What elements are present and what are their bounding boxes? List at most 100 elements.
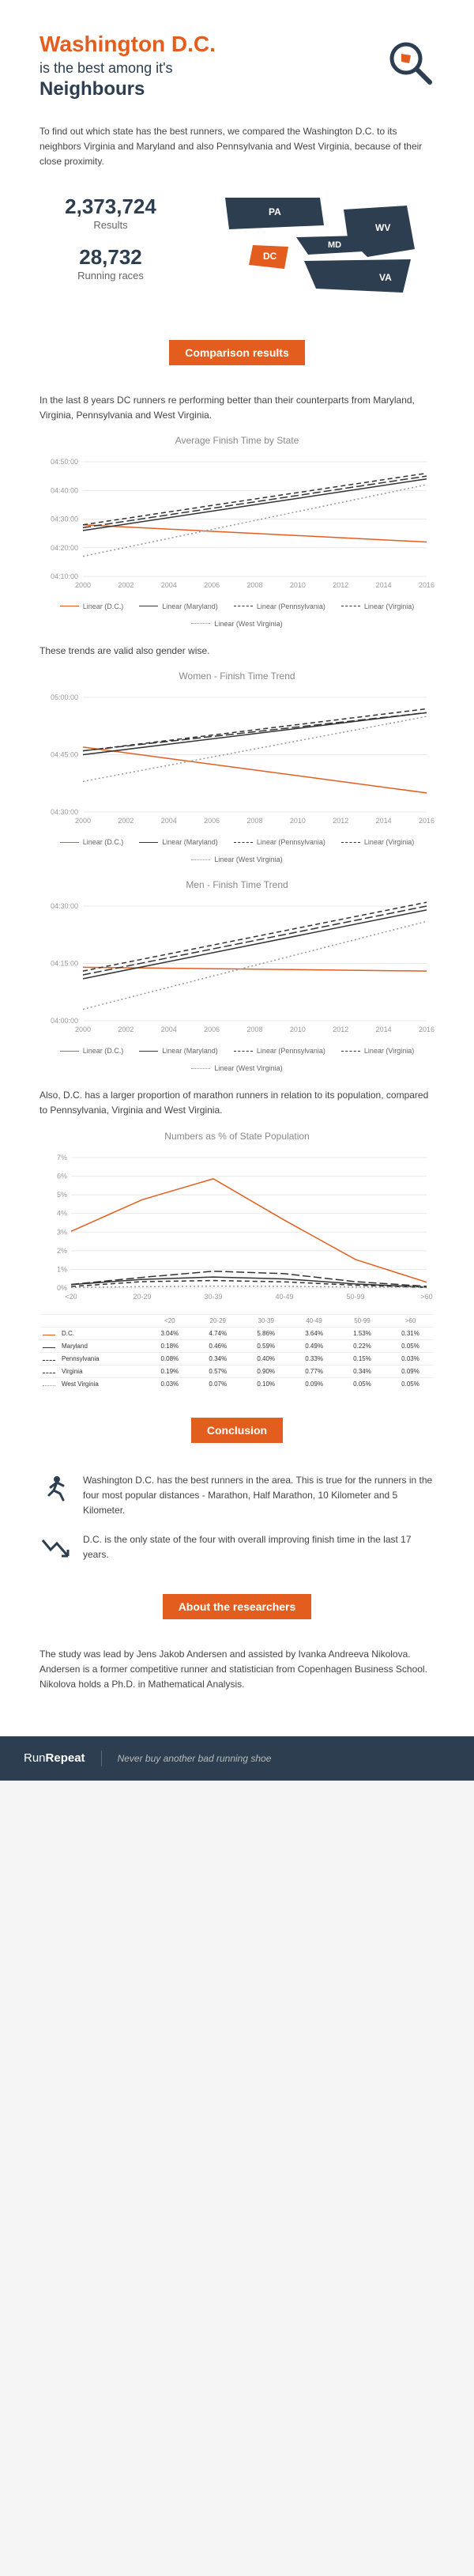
population-table: <2020-2930-3940-4950-99>60D.C.3.04%4.74%… (40, 1314, 434, 1390)
svg-text:2002: 2002 (118, 1025, 134, 1033)
races-label: Running races (40, 270, 182, 281)
svg-text:3%: 3% (57, 1228, 67, 1236)
researchers-text: The study was lead by Jens Jakob Anderse… (40, 1647, 434, 1693)
legend-item-dc: Linear (D.C.) (60, 838, 124, 846)
legend-item-pa: Linear (Pennsylvania) (234, 1047, 325, 1055)
footer-logo: RunRepeat (24, 1751, 85, 1765)
svg-text:4%: 4% (57, 1209, 67, 1217)
svg-text:2000: 2000 (75, 581, 91, 589)
legend-item-wv: Linear (West Virginia) (191, 620, 282, 628)
svg-text:40-49: 40-49 (275, 1293, 293, 1301)
svg-text:2016: 2016 (419, 1025, 434, 1033)
svg-text:04:45:00: 04:45:00 (51, 751, 78, 759)
svg-text:2000: 2000 (75, 1025, 91, 1033)
svg-text:2010: 2010 (290, 817, 306, 825)
svg-text:2006: 2006 (204, 1025, 220, 1033)
conclusion-1: Washington D.C. has the best runners in … (40, 1473, 434, 1519)
svg-text:6%: 6% (57, 1172, 67, 1180)
comparison-banner: Comparison results (169, 340, 304, 365)
svg-text:04:30:00: 04:30:00 (51, 515, 78, 523)
conclusion-1-text: Washington D.C. has the best runners in … (83, 1473, 434, 1519)
svg-text:2010: 2010 (290, 581, 306, 589)
legend-item-wv: Linear (West Virginia) (191, 856, 282, 863)
state-label-wv: WV (375, 222, 390, 233)
svg-text:2006: 2006 (204, 817, 220, 825)
chart-women-legend: Linear (D.C.) Linear (Maryland) Linear (Pe… (40, 838, 434, 863)
svg-text:2014: 2014 (376, 581, 392, 589)
svg-text:30-39: 30-39 (204, 1293, 222, 1301)
svg-text:04:30:00: 04:30:00 (51, 902, 78, 910)
table-row: Maryland0.18%0.46%0.59%0.49%0.22%0.05% (40, 1339, 434, 1352)
svg-text:2016: 2016 (419, 817, 434, 825)
chart-pop-title: Numbers as % of State Population (40, 1131, 434, 1142)
legend-item-dc: Linear (D.C.) (60, 1047, 124, 1055)
runner-icon (40, 1473, 71, 1505)
svg-text:2010: 2010 (290, 1025, 306, 1033)
chart-avg: 04:10:0004:20:0004:30:0004:40:0004:50:00… (40, 454, 434, 596)
footer: RunRepeat Never buy another bad running … (0, 1736, 474, 1781)
state-label-pa: PA (269, 206, 281, 217)
svg-text:2012: 2012 (333, 1025, 348, 1033)
footer-tagline: Never buy another bad running shoe (118, 1753, 272, 1764)
header-title: Washington D.C. (40, 32, 434, 57)
svg-text:04:40:00: 04:40:00 (51, 486, 78, 494)
stats-row: 2,373,724 Results 28,732 Running races P… (40, 190, 434, 300)
svg-text:04:30:00: 04:30:00 (51, 808, 78, 816)
svg-text:2014: 2014 (376, 817, 392, 825)
header: Washington D.C. is the best among it's N… (40, 32, 434, 100)
table-row: West Virginia0.03%0.07%0.10%0.09%0.05%0.… (40, 1377, 434, 1390)
svg-text:2008: 2008 (246, 1025, 262, 1033)
svg-text:2012: 2012 (333, 581, 348, 589)
svg-text:7%: 7% (57, 1154, 67, 1161)
legend-item-pa: Linear (Pennsylvania) (234, 838, 325, 846)
svg-text:2004: 2004 (161, 1025, 177, 1033)
legend-item-va: Linear (Virginia) (341, 838, 414, 846)
header-subtitle-1: is the best among it's (40, 60, 434, 77)
header-subtitle-2: Neighbours (40, 78, 434, 100)
chart-avg-title: Average Finish Time by State (40, 435, 434, 446)
state-label-md: MD (328, 240, 341, 250)
svg-text:50-99: 50-99 (346, 1293, 364, 1301)
chart-women: 04:30:0004:45:0005:00:002000200220042006… (40, 689, 434, 832)
legend-item-pa: Linear (Pennsylvania) (234, 602, 325, 610)
svg-text:1%: 1% (57, 1265, 67, 1273)
state-label-dc: DC (263, 251, 277, 262)
legend-item-va: Linear (Virginia) (341, 1047, 414, 1055)
svg-text:2008: 2008 (246, 817, 262, 825)
footer-divider (101, 1751, 102, 1766)
table-row: D.C.3.04%4.74%5.86%3.64%1.53%0.31% (40, 1327, 434, 1339)
chart-men-title: Men - Finish Time Trend (40, 879, 434, 890)
svg-text:>60: >60 (420, 1293, 432, 1301)
svg-text:2002: 2002 (118, 581, 134, 589)
svg-text:2004: 2004 (161, 581, 177, 589)
legend-item-dc: Linear (D.C.) (60, 602, 124, 610)
svg-text:04:10:00: 04:10:00 (51, 572, 78, 580)
intro-text: To find out which state has the best run… (40, 124, 434, 170)
svg-text:2000: 2000 (75, 817, 91, 825)
population-intro: Also, D.C. has a larger proportion of ma… (40, 1088, 434, 1118)
conclusion-2-text: D.C. is the only state of the four with … (83, 1532, 434, 1562)
states-mini-map: PA WV MD VA DC (205, 190, 434, 300)
svg-text:5%: 5% (57, 1191, 67, 1199)
legend-item-wv: Linear (West Virginia) (191, 1064, 282, 1072)
trend-down-icon (40, 1532, 71, 1564)
chart-men: 04:00:0004:15:0004:30:002000200220042006… (40, 898, 434, 1041)
results-label: Results (40, 219, 182, 231)
chart-pop: 0%1%2%3%4%5%6%7%<2020-2930-3940-4950-99>… (40, 1150, 434, 1308)
results-value: 2,373,724 (40, 195, 182, 219)
gender-intro: These trends are valid also gender wise. (40, 644, 434, 659)
conclusion-2: D.C. is the only state of the four with … (40, 1532, 434, 1564)
svg-text:2016: 2016 (419, 581, 434, 589)
comparison-intro: In the last 8 years DC runners re perfor… (40, 393, 434, 423)
magnifier-state-icon (387, 40, 434, 87)
svg-text:2%: 2% (57, 1246, 67, 1254)
chart-women-title: Women - Finish Time Trend (40, 670, 434, 682)
races-value: 28,732 (40, 245, 182, 270)
chart-avg-legend: Linear (D.C.)Linear (Maryland)Linear (Pe… (40, 602, 434, 628)
svg-text:2004: 2004 (161, 817, 177, 825)
legend-item-md: Linear (Maryland) (139, 838, 218, 846)
researchers-banner: About the researchers (163, 1594, 312, 1619)
legend-item-md: Linear (Maryland) (139, 1047, 218, 1055)
svg-text:2014: 2014 (376, 1025, 392, 1033)
svg-text:2008: 2008 (246, 581, 262, 589)
